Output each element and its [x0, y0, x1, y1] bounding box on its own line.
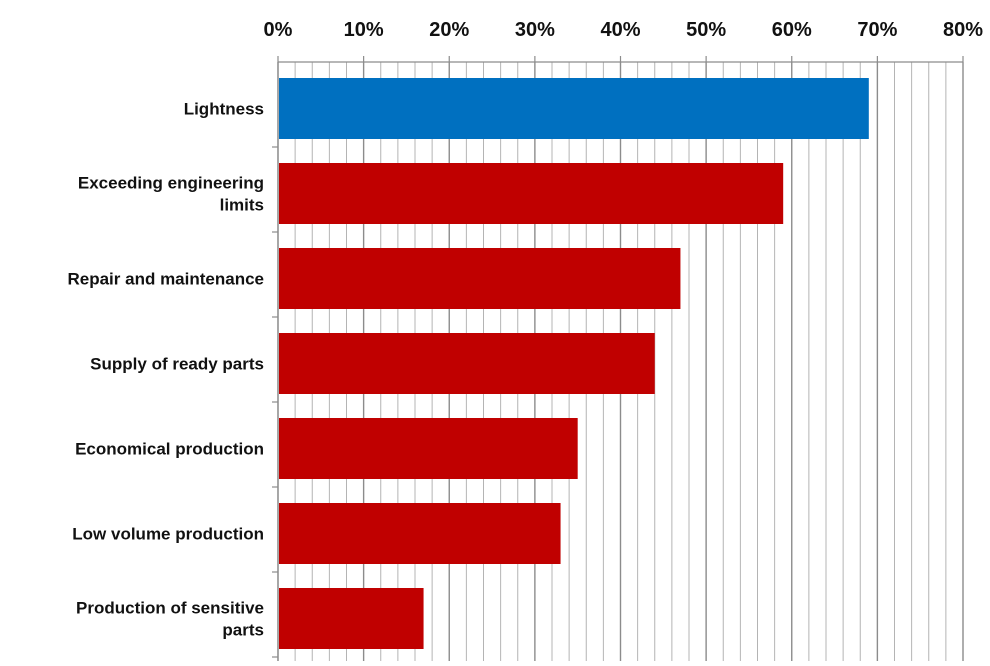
- x-tick-label: 30%: [515, 19, 555, 41]
- x-tick-label: 10%: [344, 19, 384, 41]
- x-tick-label: 50%: [686, 19, 726, 41]
- category-label: Production of sensitive parts: [76, 599, 264, 640]
- x-tick-label: 20%: [429, 19, 469, 41]
- bar: [279, 503, 561, 564]
- x-tick-label: 40%: [600, 19, 640, 41]
- category-label-line: Lightness: [184, 100, 264, 119]
- bar: [279, 248, 681, 309]
- bar: [279, 163, 784, 224]
- category-label: Exceeding engineering limits: [78, 174, 264, 215]
- category-label: Low volume production: [72, 525, 264, 544]
- category-label: Lightness: [184, 100, 264, 119]
- category-label: Repair and maintenance: [67, 270, 264, 289]
- category-label: Supply of ready parts: [90, 355, 264, 374]
- bar: [279, 588, 424, 649]
- category-label-line: Economical production: [75, 440, 264, 459]
- category-label-line: Repair and maintenance: [67, 270, 264, 289]
- category-label: Economical production: [75, 440, 264, 459]
- category-label-line: Production of sensitive: [76, 599, 264, 618]
- bar: [279, 78, 869, 139]
- x-tick-label: 0%: [264, 19, 293, 41]
- category-label-line: parts: [222, 621, 264, 640]
- x-tick-label: 70%: [857, 19, 897, 41]
- category-label-line: Exceeding engineering: [78, 174, 264, 193]
- x-tick-label: 60%: [772, 19, 812, 41]
- bar: [279, 333, 655, 394]
- category-label-line: Low volume production: [72, 525, 264, 544]
- category-label-line: limits: [220, 196, 264, 215]
- x-tick-label: 80%: [943, 19, 983, 41]
- bar: [279, 418, 578, 479]
- category-label-line: Supply of ready parts: [90, 355, 264, 374]
